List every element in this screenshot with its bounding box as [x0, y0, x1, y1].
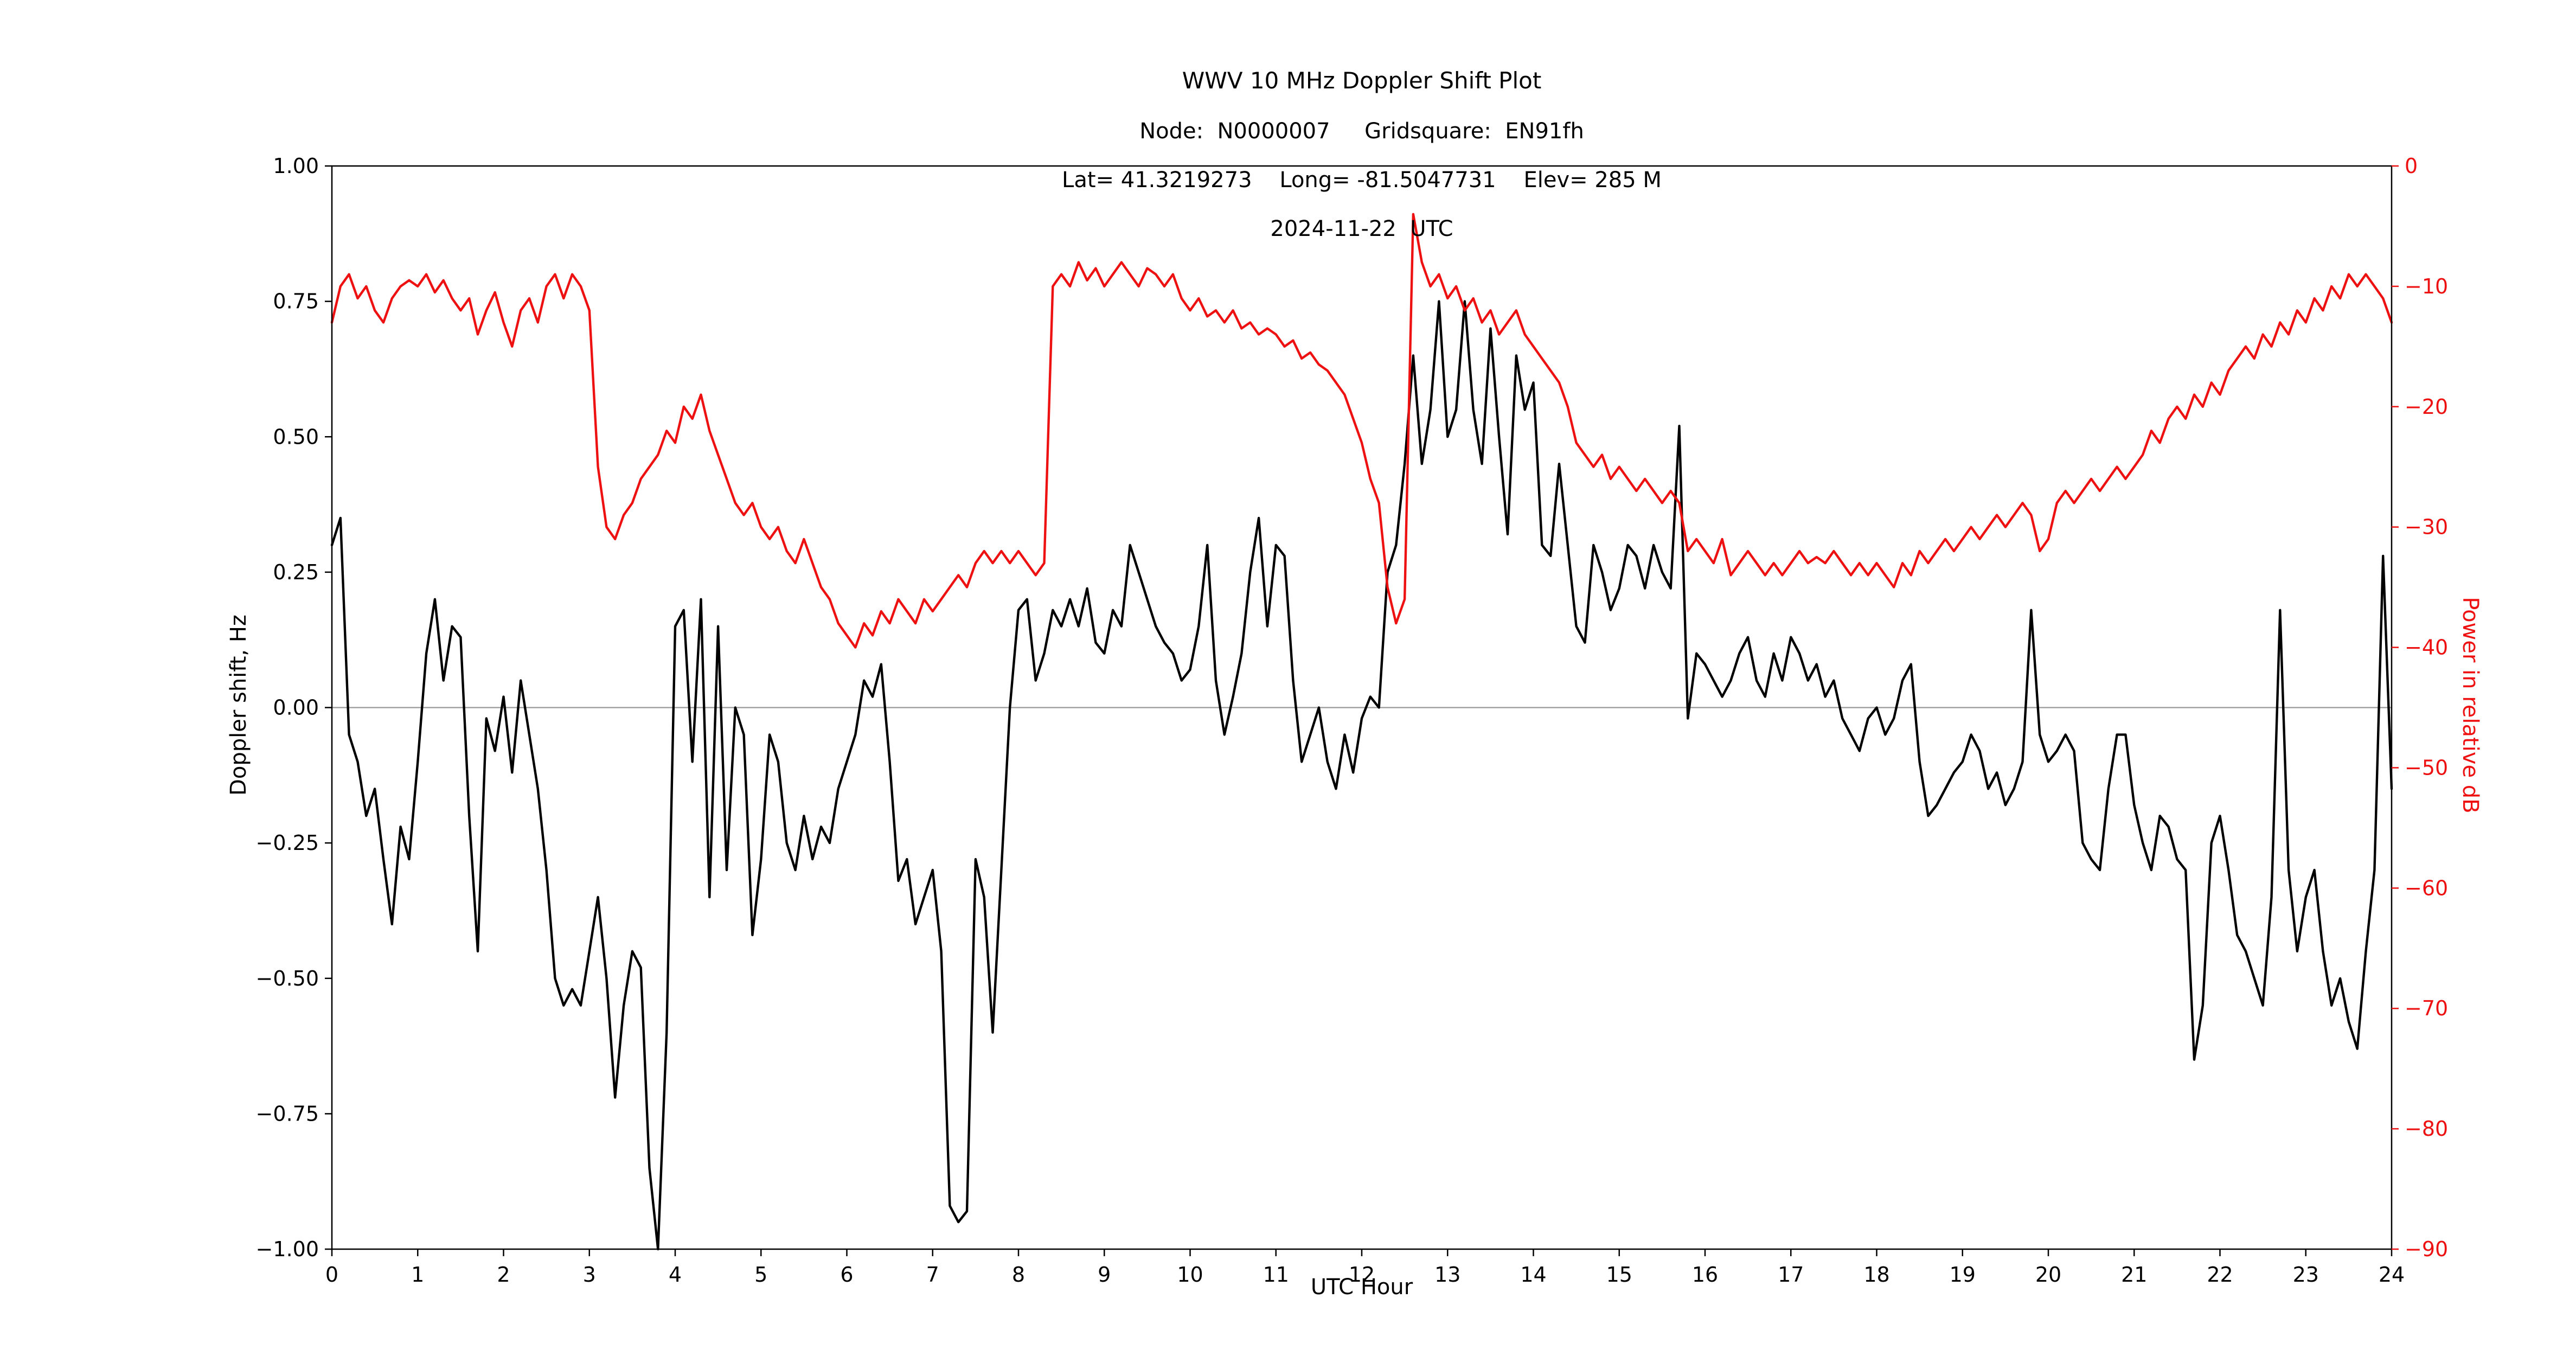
x-tick-label: 9 — [1098, 1263, 1111, 1287]
right-y-tick-label: −10 — [2405, 274, 2448, 298]
x-tick-label: 2 — [497, 1263, 510, 1287]
x-tick-label: 21 — [2121, 1263, 2147, 1287]
right-y-tick-label: −20 — [2405, 395, 2448, 419]
left-y-tick-label: −0.50 — [256, 967, 319, 990]
chart-subtitle-date-utc: 2024-11-22 UTC — [1270, 216, 1453, 241]
right-y-axis-label: Power in relative dB — [2458, 597, 2483, 814]
left-y-tick-label: −0.75 — [256, 1102, 319, 1125]
x-tick-label: 23 — [2293, 1263, 2319, 1287]
right-y-tick-label: −60 — [2405, 876, 2448, 900]
left-y-tick-label: 0.50 — [273, 425, 319, 449]
x-tick-label: 6 — [840, 1263, 853, 1287]
x-tick-label: 10 — [1177, 1263, 1203, 1287]
left-y-tick-label: 1.00 — [273, 154, 319, 178]
x-tick-label: 14 — [1520, 1263, 1546, 1287]
x-tick-label: 1 — [411, 1263, 424, 1287]
right-y-tick-label: −70 — [2405, 996, 2448, 1020]
x-tick-label: 13 — [1434, 1263, 1460, 1287]
left-y-tick-label: 0.75 — [273, 290, 319, 314]
left-y-tick-label: 0.25 — [273, 560, 319, 584]
right-y-tick-label: −80 — [2405, 1117, 2448, 1141]
doppler-shift-series-line — [330, 300, 2393, 1251]
chart-title-block: WWV 10 MHz Doppler Shift Plot Node: N000… — [332, 44, 2392, 264]
x-tick-label: 18 — [1863, 1263, 1889, 1287]
x-tick-label: 3 — [583, 1263, 596, 1287]
x-tick-label: 7 — [926, 1263, 939, 1287]
x-tick-label: 4 — [669, 1263, 682, 1287]
x-tick-label: 20 — [2035, 1263, 2061, 1287]
x-tick-label: 5 — [754, 1263, 767, 1287]
x-axis-label: UTC Hour — [1310, 1275, 1413, 1300]
x-tick-label: 19 — [1950, 1263, 1976, 1287]
x-tick-label: 22 — [2207, 1263, 2233, 1287]
left-y-axis-label: Doppler shift, Hz — [226, 615, 251, 796]
left-y-tick-label: 0.00 — [273, 696, 319, 720]
x-tick-label: 0 — [325, 1263, 338, 1287]
right-y-tick-label: −30 — [2405, 515, 2448, 539]
x-tick-label: 24 — [2379, 1263, 2405, 1287]
right-y-tick-label: −40 — [2405, 636, 2448, 660]
right-y-tick-label: 0 — [2405, 154, 2418, 178]
chart-subtitle-lat-long-elev: Lat= 41.3219273 Long= -81.5047731 Elev= … — [1062, 168, 1662, 193]
chart-title: WWV 10 MHz Doppler Shift Plot — [1182, 67, 1542, 94]
left-y-tick-label: −1.00 — [256, 1237, 319, 1261]
x-tick-label: 16 — [1692, 1263, 1718, 1287]
chart-subtitle-node-gridsquare: Node: N0000007 Gridsquare: EN91fh — [1139, 119, 1584, 144]
right-y-tick-label: −90 — [2405, 1237, 2448, 1261]
x-tick-label: 8 — [1012, 1263, 1025, 1287]
x-tick-label: 11 — [1263, 1263, 1289, 1287]
left-y-tick-label: −0.25 — [256, 831, 319, 855]
power-series-line — [330, 213, 2393, 649]
x-tick-label: 15 — [1606, 1263, 1632, 1287]
right-y-tick-label: −50 — [2405, 756, 2448, 779]
x-tick-label: 17 — [1778, 1263, 1804, 1287]
x-tick-label: 12 — [1349, 1263, 1375, 1287]
